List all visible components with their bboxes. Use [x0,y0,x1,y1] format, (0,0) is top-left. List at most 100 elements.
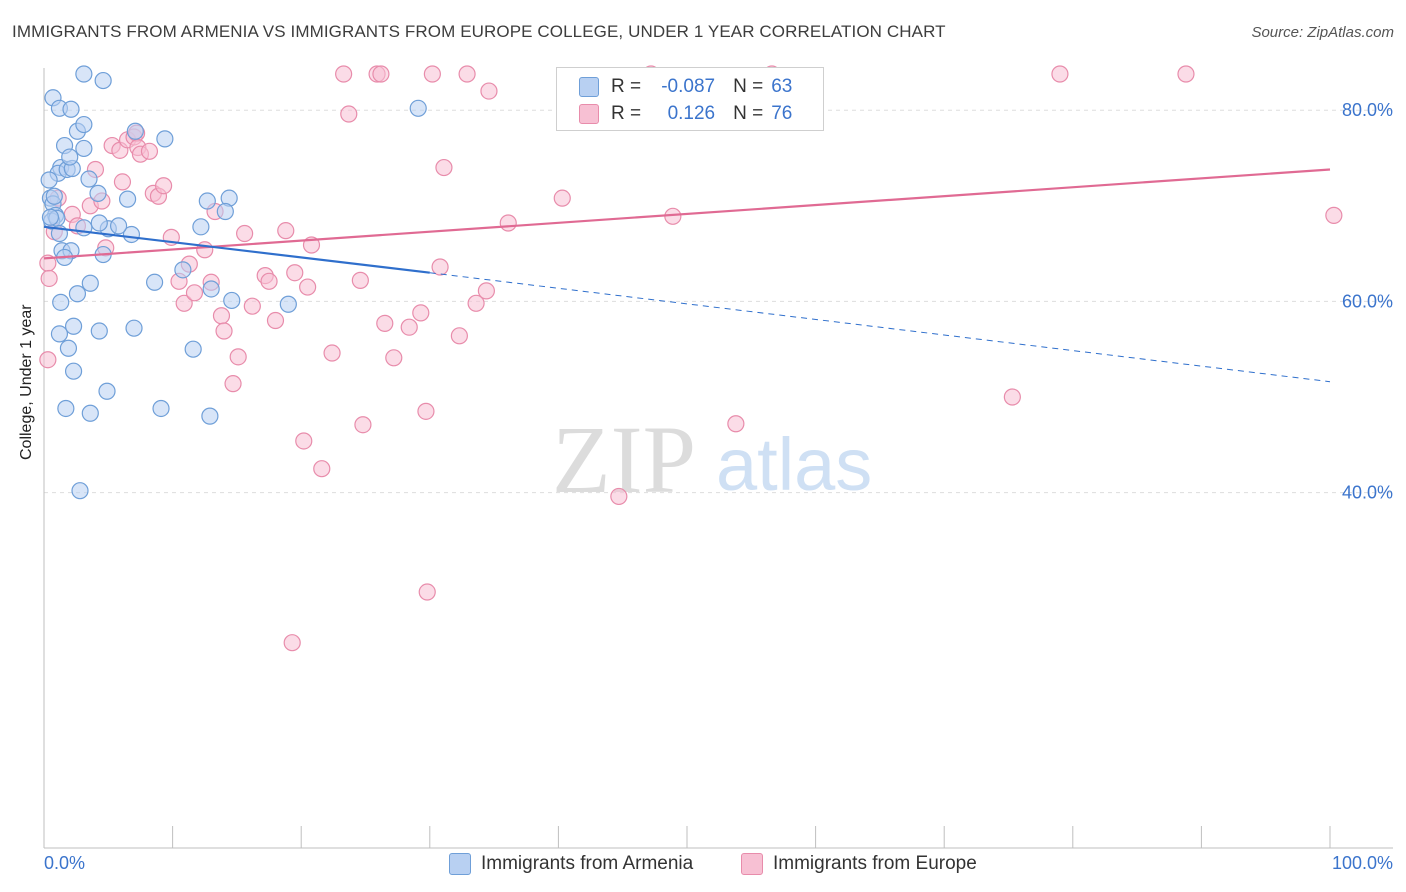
europe-point-47 [335,65,353,83]
armenia-r-value: -0.087 [661,76,716,97]
armenia-point-17 [40,171,58,189]
europe-point-40 [277,222,295,240]
watermark: ZIP atlas [552,406,872,513]
europe-point-78 [283,634,301,652]
armenia-point-58 [45,187,63,205]
source-label: Source: ZipAtlas.com [1251,24,1394,41]
armenia-point-28 [126,122,144,140]
armenia-point-47 [201,407,219,425]
europe-point-41 [286,264,304,282]
y-tick-label-60: 60.0% [1342,291,1393,311]
europe-r-label: R = [611,103,642,124]
europe-point-70 [727,415,745,433]
chart-title: IMMIGRANTS FROM ARMENIA VS IMMIGRANTS FR… [12,22,946,41]
europe-point-49 [351,271,369,289]
europe-point-2 [39,351,57,369]
stats-row-armenia: R = -0.087 N = 63 [579,74,792,100]
europe-n-label: N = [733,103,764,124]
armenia-point-23 [75,219,93,237]
europe-point-38 [260,272,278,290]
armenia-point-16 [61,148,79,166]
stats-legend: R = -0.087 N = 63 R = 0.126 N = 76 [556,67,824,131]
europe-n-value: 76 [771,103,793,124]
europe-point-26 [175,294,193,312]
legend-swatch-europe [741,853,763,875]
armenia-point-41 [184,340,202,358]
europe-point-19 [140,142,159,160]
europe-point-63 [467,294,485,312]
y-tick-label-40: 40.0% [1342,483,1393,503]
x-tick-label-0: 0.0% [44,853,85,873]
armenia-point-45 [81,404,99,422]
europe-point-42 [295,432,313,450]
europe-point-48 [340,105,358,123]
europe-point-60 [435,158,453,177]
europe-r-value: 0.126 [667,103,716,124]
armenia-point-29 [156,130,174,148]
armenia-point-22 [75,115,93,134]
armenia-point-46 [152,399,170,418]
europe-point-67 [553,189,571,207]
legend-label-europe: Immigrants from Europe [773,853,977,874]
europe-point-53 [376,314,394,332]
legend-item-europe: Immigrants from Europe [741,852,977,876]
europe-point-39 [266,311,285,330]
armenia-point-37 [59,339,78,357]
europe-point-72 [1003,388,1021,406]
europe-point-35 [236,224,254,243]
europe-point-74 [1177,65,1195,83]
x-tick-label-100: 100.0% [1332,853,1393,873]
europe-point-52 [372,65,390,83]
armenia-point-25 [90,214,108,232]
legend-label-armenia: Immigrants from Armenia [481,853,694,874]
europe-point-34 [229,348,247,366]
tick-labels: 40.0%60.0%80.0%100.0%0.0%100.0% [44,100,1393,873]
watermark-atlas: atlas [716,423,872,506]
europe-point-50 [354,416,372,434]
armenia-point-40 [125,319,143,337]
armenia-trend-line [43,225,430,274]
armenia-point-26 [89,184,107,202]
armenia-point-54 [216,202,234,221]
legend-swatch-armenia [449,853,471,875]
europe-point-31 [212,307,231,325]
armenia-trend-extension [429,272,1331,383]
armenia-r-label: R = [611,76,642,97]
armenia-point-18 [80,170,98,188]
armenia-point-62 [202,280,220,298]
armenia-point-42 [64,362,83,380]
europe-trend-line [43,168,1331,260]
armenia-point-21 [62,100,80,118]
europe-point-75 [1325,206,1343,224]
europe-point-1 [40,269,58,288]
armenia-point-49 [75,65,93,83]
armenia-point-34 [68,285,87,303]
armenia-point-51 [198,192,216,210]
europe-point-76 [423,65,441,83]
armenia-point-27 [118,190,137,208]
armenia-point-39 [90,322,108,340]
europe-point-68 [610,487,628,506]
europe-point-56 [412,304,430,322]
armenia-points [40,65,427,500]
armenia-point-33 [81,274,99,292]
armenia-point-32 [174,261,192,279]
armenia-n-label: N = [733,76,764,97]
y-axis-label: College, Under 1 year [18,304,35,460]
europe-points [39,65,1343,652]
legend-item-armenia: Immigrants from Armenia [449,852,693,876]
armenia-point-43 [98,382,116,400]
armenia-point-44 [57,399,75,418]
armenia-point-57 [409,99,427,117]
stats-row-europe: R = 0.126 N = 76 [579,101,792,127]
armenia-point-36 [50,325,69,343]
armenia-point-48 [71,482,89,500]
europe-point-65 [480,82,498,100]
europe-point-66 [499,214,517,232]
armenia-point-38 [64,317,83,335]
armenia-point-14 [75,139,93,158]
europe-point-45 [313,460,331,478]
europe-point-43 [299,278,317,296]
armenia-point-50 [94,71,112,90]
